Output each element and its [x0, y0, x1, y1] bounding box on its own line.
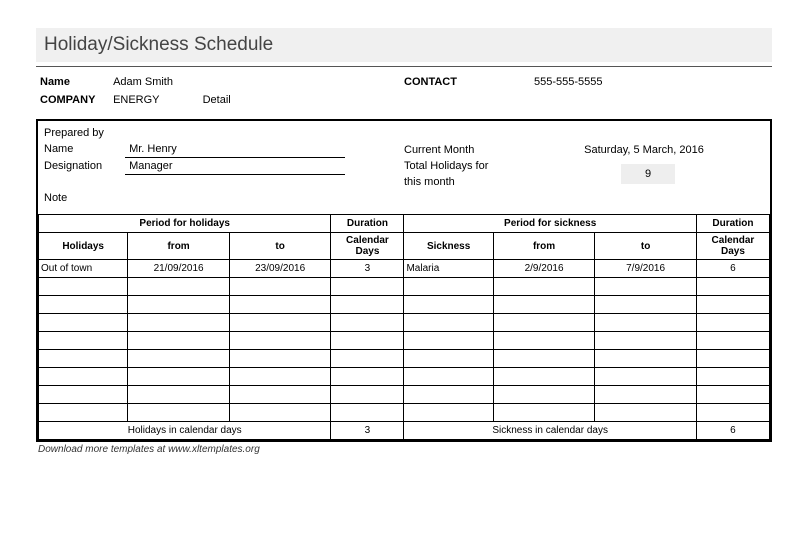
note-label: Note [44, 190, 122, 206]
col-caldays-1: Calendar Days [331, 233, 404, 260]
table-row: Out of town 21/09/2016 23/09/2016 3 Mala… [39, 260, 770, 278]
col-to-2: to [595, 233, 697, 260]
company-label: COMPANY [40, 91, 110, 109]
table-row [39, 404, 770, 422]
cell-s-from: 2/9/2016 [493, 260, 595, 278]
period-sickness-header: Period for sickness [404, 215, 696, 233]
cell-h-to: 23/09/2016 [229, 260, 331, 278]
cell-s-to: 7/9/2016 [595, 260, 697, 278]
prepared-by-title: Prepared by [44, 125, 764, 141]
table-row [39, 386, 770, 404]
total-label-2: this month [404, 176, 455, 188]
contact-label: CONTACT [404, 73, 494, 109]
prep-name-label: Name [44, 141, 122, 157]
table-row [39, 332, 770, 350]
cell-h-from: 21/09/2016 [128, 260, 230, 278]
designation-value: Manager [125, 158, 345, 175]
table-row [39, 350, 770, 368]
table-row [39, 278, 770, 296]
prepared-section: Prepared by Name Mr. Henry Current Month… [38, 121, 770, 214]
detail-label: Detail [203, 91, 231, 109]
total-label-1: Total Holidays for [404, 160, 488, 172]
col-to-1: to [229, 233, 331, 260]
sickness-total: 6 [696, 422, 769, 440]
table-row [39, 314, 770, 332]
current-month-value: Saturday, 5 March, 2016 [524, 142, 764, 158]
contact-value: 555-555-5555 [534, 73, 603, 109]
holidays-total: 3 [331, 422, 404, 440]
cell-s-desc: Malaria [404, 260, 493, 278]
prep-name-value: Mr. Henry [125, 141, 345, 158]
duration-header-1: Duration [331, 215, 404, 233]
holidays-total-label: Holidays in calendar days [39, 422, 331, 440]
company-value: ENERGY [113, 91, 159, 109]
main-box: Prepared by Name Mr. Henry Current Month… [36, 119, 772, 442]
table-row [39, 296, 770, 314]
current-month-label: Current Month [404, 142, 524, 158]
name-value: Adam Smith [113, 73, 173, 91]
table-row [39, 368, 770, 386]
schedule-table: Period for holidays Duration Period for … [38, 214, 770, 440]
col-from-2: from [493, 233, 595, 260]
top-info-section: Name Adam Smith COMPANY ENERGY Detail CO… [36, 73, 772, 109]
period-holidays-header: Period for holidays [39, 215, 331, 233]
name-label: Name [40, 73, 110, 91]
col-caldays-2: Calendar Days [696, 233, 769, 260]
col-holidays: Holidays [39, 233, 128, 260]
page-title: Holiday/Sickness Schedule [36, 28, 772, 62]
col-sickness: Sickness [404, 233, 493, 260]
footnote: Download more templates at www.xltemplat… [36, 444, 772, 455]
cell-s-days: 6 [696, 260, 769, 278]
duration-header-2: Duration [696, 215, 769, 233]
cell-h-desc: Out of town [39, 260, 128, 278]
sickness-total-label: Sickness in calendar days [404, 422, 696, 440]
col-from-1: from [128, 233, 230, 260]
total-value: 9 [621, 164, 675, 184]
cell-h-days: 3 [331, 260, 404, 278]
divider [36, 66, 772, 67]
designation-label: Designation [44, 158, 122, 174]
